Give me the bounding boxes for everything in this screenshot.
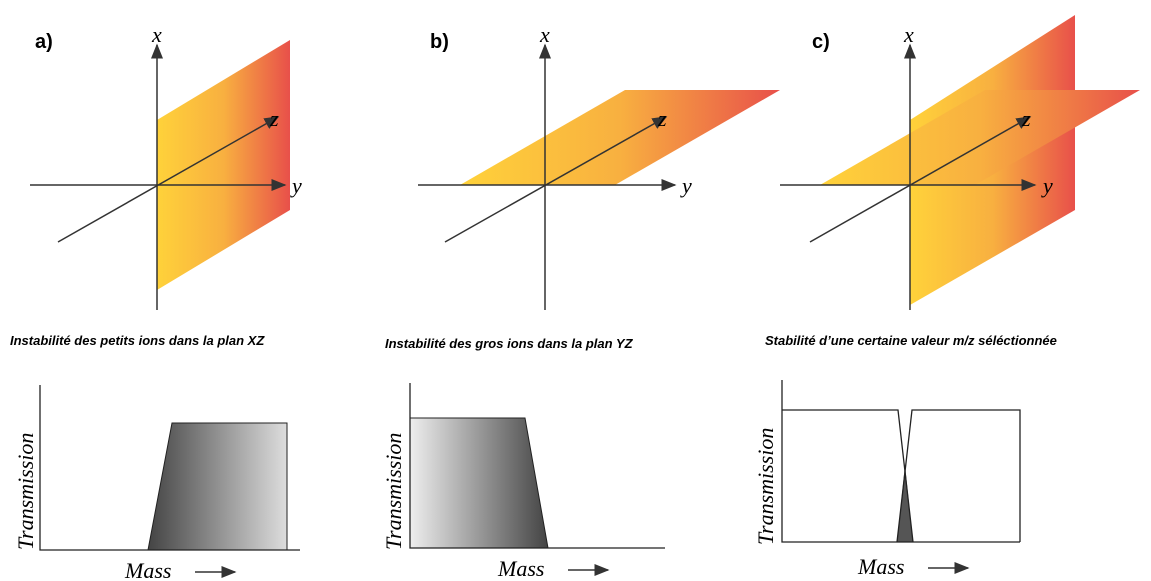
y-label: Transmission (753, 428, 778, 545)
axis-label: z (269, 106, 279, 131)
axis-label: x (903, 22, 914, 47)
y-label: Transmission (13, 433, 38, 550)
axis-label: x (151, 22, 162, 47)
plot-axes (39, 385, 300, 551)
transmission-shape (897, 465, 913, 542)
transmission-shape (147, 422, 288, 551)
caption: Stabilité d’une certaine valeur m/z sélé… (765, 333, 1057, 348)
x-label: Mass (857, 554, 904, 579)
plane (820, 90, 1140, 185)
caption: Instabilité des gros ions dans la plan Y… (385, 336, 634, 351)
panel-a: a) x y z Instabilité des petits ions dan… (10, 22, 302, 581)
plot-axes (781, 380, 1020, 543)
transmission-shape (409, 417, 549, 549)
x-label: Mass (124, 558, 171, 581)
plot-axes (409, 383, 665, 549)
z-axis (809, 116, 1032, 243)
panel-label: c) (812, 31, 830, 53)
y-label: Transmission (381, 433, 406, 550)
x-label: Mass (497, 556, 544, 581)
curve (896, 409, 1021, 543)
panel-c: c) x y z Stabilité d’une certaine valeur… (753, 15, 1140, 579)
z-axis (57, 116, 280, 243)
axis-label: y (290, 173, 302, 198)
z-axis (444, 116, 668, 243)
panel-label: a) (35, 31, 53, 53)
axis-label: y (680, 173, 692, 198)
plane (157, 40, 290, 290)
axis-label: x (539, 22, 550, 47)
axis-label: z (657, 106, 667, 131)
panel-label: b) (430, 31, 449, 53)
curve (782, 409, 914, 543)
plane (460, 90, 780, 185)
axis-label: y (1041, 173, 1053, 198)
caption: Instabilité des petits ions dans la plan… (10, 333, 265, 348)
axis-label: z (1021, 106, 1031, 131)
panel-b: b) x y z Instabilité des gros ions dans … (381, 22, 780, 581)
